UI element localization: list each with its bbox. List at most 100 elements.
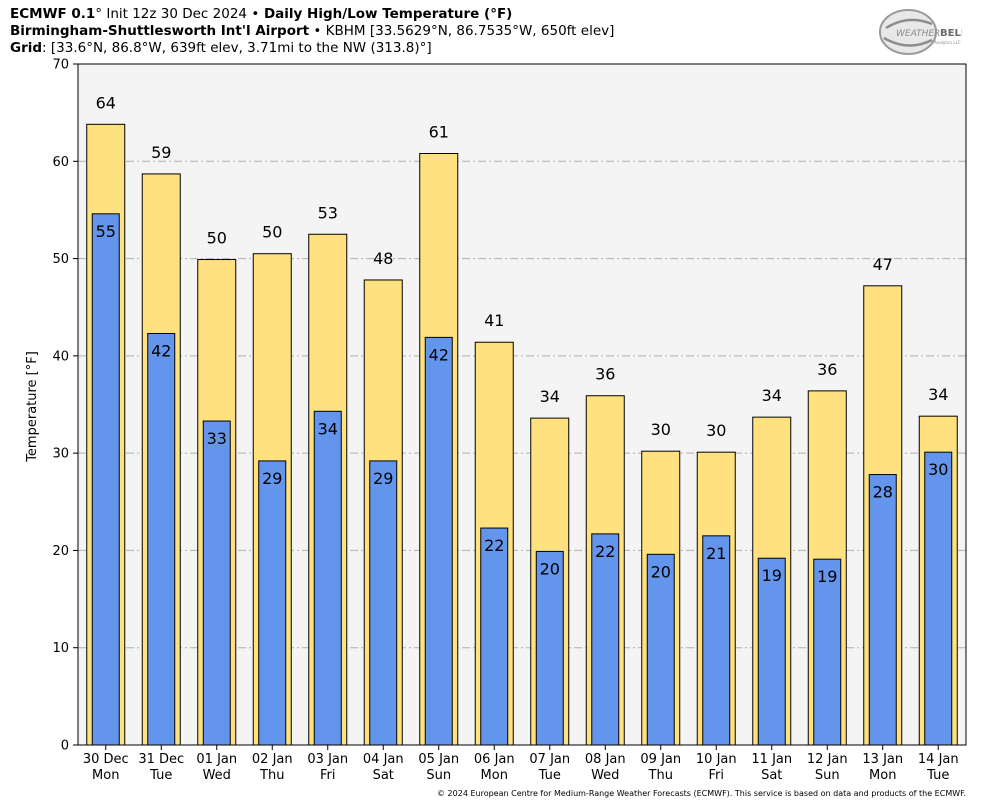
- y-axis-label: Temperature [°F]: [25, 351, 40, 463]
- high-value-label: 34: [540, 387, 560, 406]
- low-bar: [147, 332, 176, 746]
- low-bar: [868, 474, 897, 746]
- x-tick-date: 07 Jan: [529, 752, 570, 767]
- x-tick-day: Sat: [373, 768, 394, 783]
- low-value-label: 42: [429, 345, 449, 364]
- x-tick-date: 31 Dec: [138, 752, 184, 767]
- product-name: Daily High/Low Temperature (°F): [259, 6, 513, 22]
- x-tick-day: Thu: [259, 768, 284, 783]
- x-tick-day: Mon: [869, 768, 896, 783]
- high-value-label: 50: [262, 223, 282, 242]
- high-value-label: 59: [151, 143, 171, 162]
- x-tick-day: Wed: [203, 768, 231, 783]
- low-bar: [591, 533, 620, 746]
- x-tick-date: 12 Jan: [807, 752, 848, 767]
- logo-text-accent: BELL: [940, 28, 962, 39]
- high-value-label: 34: [928, 385, 948, 404]
- grid-label: Grid: [10, 40, 43, 56]
- title-bullet: •: [251, 6, 260, 22]
- high-value-label: 36: [595, 365, 615, 384]
- low-bar: [924, 451, 953, 746]
- low-value-label: 29: [262, 469, 282, 488]
- low-value-label: 55: [96, 222, 116, 241]
- x-tick-date: 09 Jan: [640, 752, 681, 767]
- x-tick-date: 02 Jan: [252, 752, 293, 767]
- y-tick-label: 20: [52, 544, 69, 559]
- low-value-label: 20: [540, 559, 560, 578]
- low-bar: [258, 460, 287, 746]
- x-tick-day: Tue: [538, 768, 561, 783]
- copyright-footer: © 2024 European Centre for Medium-Range …: [437, 789, 966, 798]
- low-bar: [424, 336, 453, 746]
- x-tick-date: 03 Jan: [307, 752, 348, 767]
- low-bar: [646, 553, 675, 746]
- x-tick-day: Fri: [320, 768, 336, 783]
- model-name: ECMWF 0.1: [10, 6, 96, 22]
- grid-line: Grid: [33.6°N, 86.8°W, 639ft elev, 3.71m…: [10, 40, 432, 57]
- chart-title: ECMWF 0.1° Init 12z 30 Dec 2024 • Daily …: [10, 6, 512, 23]
- high-value-label: 34: [762, 386, 782, 405]
- x-tick-day: Tue: [926, 768, 949, 783]
- x-tick-date: 13 Jan: [862, 752, 903, 767]
- y-tick-label: 10: [52, 641, 69, 656]
- logo-text-main: WEATHER: [896, 29, 940, 39]
- plot-frame: [77, 63, 967, 746]
- low-value-label: 21: [706, 544, 726, 563]
- low-bar: [202, 420, 231, 746]
- x-tick-date: 08 Jan: [585, 752, 626, 767]
- high-value-label: 53: [318, 203, 338, 222]
- low-bar: [535, 550, 564, 746]
- low-value-label: 28: [873, 483, 893, 502]
- low-value-label: 22: [595, 542, 615, 561]
- high-value-label: 41: [484, 311, 504, 330]
- high-value-label: 50: [207, 229, 227, 248]
- low-value-label: 22: [484, 536, 504, 555]
- y-tick-label: 50: [52, 252, 69, 267]
- x-tick-date: 14 Jan: [918, 752, 959, 767]
- station-info: • KBHM [33.5629°N, 86.7535°W, 650ft elev…: [309, 23, 615, 39]
- station-line: Birmingham-Shuttlesworth Int'l Airport •…: [10, 23, 614, 40]
- degree-sign: °: [95, 6, 103, 22]
- low-value-label: 29: [373, 469, 393, 488]
- low-value-label: 20: [651, 562, 671, 581]
- high-value-label: 47: [873, 255, 893, 274]
- x-tick-day: Sun: [815, 768, 840, 783]
- low-value-label: 30: [928, 460, 948, 479]
- low-value-label: 42: [151, 341, 171, 360]
- low-bar: [369, 460, 398, 746]
- x-tick-day: Thu: [648, 768, 673, 783]
- low-bar: [91, 213, 120, 746]
- y-tick-label: 0: [61, 739, 69, 754]
- low-bar: [313, 410, 342, 746]
- low-value-label: 19: [762, 566, 782, 585]
- low-bar: [702, 535, 731, 746]
- y-tick-label: 30: [52, 447, 69, 462]
- x-tick-date: 10 Jan: [696, 752, 737, 767]
- x-tick-date: 04 Jan: [363, 752, 404, 767]
- station-name: Birmingham-Shuttlesworth Int'l Airport: [10, 23, 310, 39]
- grid-info: : [33.6°N, 86.8°W, 639ft elev, 3.71mi to…: [42, 40, 432, 56]
- low-bar: [757, 557, 786, 746]
- x-tick-day: Wed: [591, 768, 619, 783]
- high-value-label: 36: [817, 360, 837, 379]
- y-tick-label: 60: [52, 155, 69, 170]
- x-tick-day: Sat: [761, 768, 782, 783]
- high-value-label: 64: [96, 93, 116, 112]
- low-bar: [480, 527, 509, 746]
- x-tick-day: Mon: [92, 768, 119, 783]
- x-tick-day: Mon: [481, 768, 508, 783]
- x-tick-date: 01 Jan: [196, 752, 237, 767]
- low-bar: [813, 558, 842, 746]
- x-tick-date: 30 Dec: [83, 752, 129, 767]
- x-tick-date: 06 Jan: [474, 752, 515, 767]
- x-tick-date: 11 Jan: [751, 752, 792, 767]
- high-value-label: 30: [651, 420, 671, 439]
- x-tick-day: Tue: [149, 768, 172, 783]
- low-value-label: 33: [207, 429, 227, 448]
- y-tick-label: 40: [52, 349, 69, 364]
- y-tick-label: 70: [52, 58, 69, 73]
- low-value-label: 19: [817, 567, 837, 586]
- high-value-label: 30: [706, 421, 726, 440]
- high-value-label: 48: [373, 249, 393, 268]
